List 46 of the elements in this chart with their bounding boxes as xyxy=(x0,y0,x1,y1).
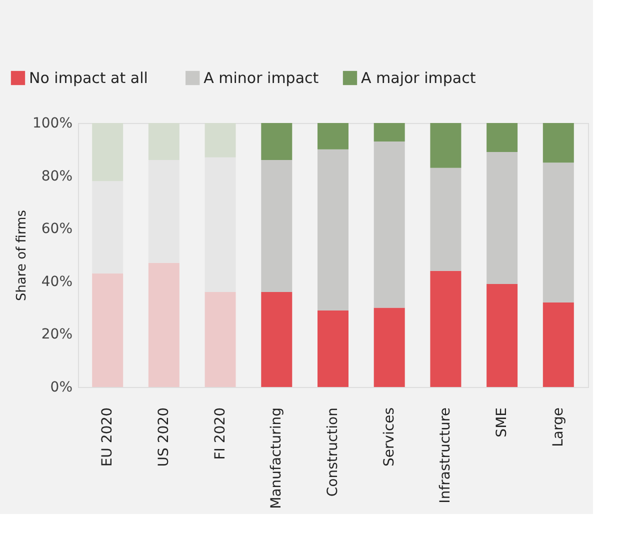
bar xyxy=(261,123,292,160)
bar xyxy=(148,123,180,160)
bar xyxy=(204,123,236,158)
bar xyxy=(486,123,518,152)
x-tick-label: FI 2020 xyxy=(212,408,228,460)
bar xyxy=(542,123,574,163)
x-tick-label: SME xyxy=(494,408,510,438)
legend-label: No impact at all xyxy=(29,69,148,87)
bar xyxy=(261,160,292,292)
bar xyxy=(374,308,405,387)
bar xyxy=(148,262,180,387)
bar xyxy=(430,123,462,168)
bar xyxy=(430,168,462,271)
bar xyxy=(542,162,574,303)
bar xyxy=(318,149,348,310)
y-tick-label: 20% xyxy=(41,326,72,343)
bar xyxy=(92,123,124,182)
legend-label: A major impact xyxy=(361,69,476,87)
bar xyxy=(486,152,518,284)
y-tick-label: 0% xyxy=(50,380,72,396)
bar xyxy=(92,273,124,387)
bar xyxy=(204,157,236,292)
bar xyxy=(204,292,236,387)
x-tick-label: EU 2020 xyxy=(100,408,116,467)
legend-label: A minor impact xyxy=(204,69,319,87)
bar xyxy=(374,123,405,142)
bar xyxy=(486,284,518,387)
bar xyxy=(148,160,180,263)
y-axis-title: Share of firms xyxy=(14,210,30,302)
bar xyxy=(92,181,124,274)
x-tick-label: US 2020 xyxy=(156,408,172,467)
y-tick-label: 40% xyxy=(41,274,72,290)
y-tick-label: 80% xyxy=(41,168,72,184)
x-tick-label: Large xyxy=(550,408,566,447)
bar xyxy=(261,292,292,387)
x-tick-label: Services xyxy=(381,408,398,467)
bar xyxy=(318,123,348,150)
bar xyxy=(542,302,574,387)
x-tick-label: Construction xyxy=(325,408,341,497)
x-tick-label: Manufacturing xyxy=(268,408,285,509)
bar xyxy=(374,141,405,308)
bar xyxy=(430,270,462,387)
y-tick-label: 100% xyxy=(32,116,72,132)
bar xyxy=(318,310,348,387)
x-tick-label: Infrastructure xyxy=(438,408,454,504)
y-tick-label: 60% xyxy=(41,221,72,238)
